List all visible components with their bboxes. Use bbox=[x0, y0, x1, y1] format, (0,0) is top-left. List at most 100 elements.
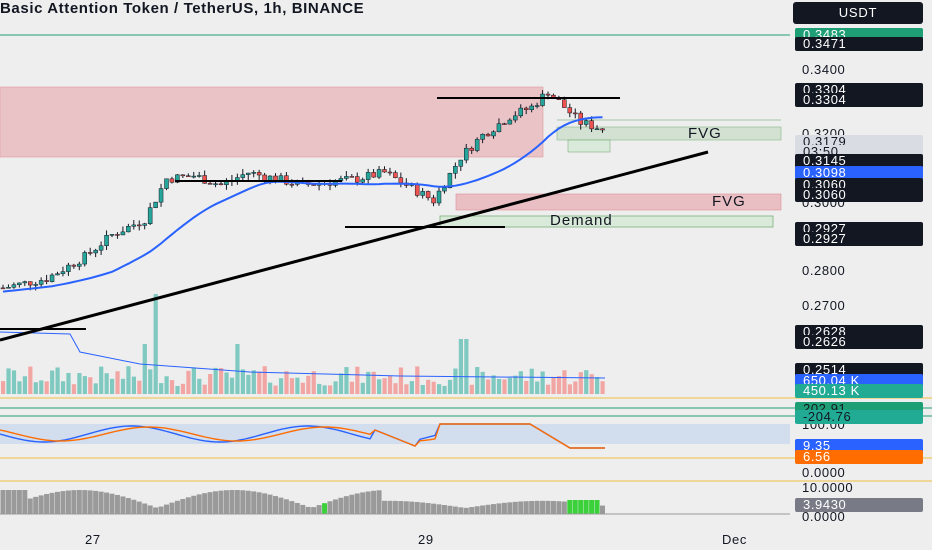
volume-bar bbox=[529, 368, 534, 394]
volume-bar bbox=[180, 383, 186, 394]
volume-bar bbox=[415, 366, 420, 394]
candle-body bbox=[142, 223, 147, 226]
price-tick: 0.2800 bbox=[802, 263, 846, 278]
volume-bar bbox=[295, 377, 300, 394]
volume-bar bbox=[273, 385, 278, 394]
candle-body bbox=[0, 287, 6, 290]
volume-bar bbox=[524, 380, 529, 394]
candle-body bbox=[545, 93, 551, 96]
price-tag: 3.9430 bbox=[795, 498, 923, 512]
candle-body bbox=[469, 147, 474, 151]
histogram-bar bbox=[365, 491, 371, 514]
chart-title: Basic Attention Token / TetherUS, 1h, BI… bbox=[0, 0, 365, 17]
price-tag: 0.3145 bbox=[795, 154, 923, 168]
volume-bar bbox=[148, 369, 153, 394]
histogram-bar bbox=[87, 490, 93, 514]
histogram-bar bbox=[480, 505, 486, 514]
candle-body bbox=[534, 105, 540, 107]
histogram-bar bbox=[583, 500, 589, 514]
candle-body bbox=[567, 107, 573, 114]
histogram-bar bbox=[300, 504, 306, 514]
time-tick: 29 bbox=[418, 532, 434, 547]
candle-body bbox=[158, 188, 164, 203]
volume-bar bbox=[562, 370, 567, 394]
histogram-bar bbox=[436, 504, 442, 514]
volume-bar bbox=[159, 383, 164, 394]
candle-body bbox=[207, 183, 213, 185]
volume-bar bbox=[55, 367, 60, 394]
candle-body bbox=[33, 284, 38, 286]
histogram-bar bbox=[327, 501, 333, 514]
histogram-bar bbox=[82, 490, 88, 514]
histogram-bar bbox=[316, 505, 322, 514]
candle-body bbox=[349, 176, 355, 178]
candle-body bbox=[589, 120, 594, 130]
volume-bar bbox=[246, 374, 251, 394]
candle-body bbox=[573, 112, 578, 115]
volume-bar bbox=[169, 380, 175, 394]
volume-bar bbox=[60, 381, 66, 394]
price-tag: 0.2626 bbox=[795, 335, 923, 349]
histogram-bar bbox=[262, 493, 268, 514]
volume-bar bbox=[366, 371, 371, 394]
candle-body bbox=[55, 273, 60, 276]
volume-bar bbox=[240, 369, 245, 394]
volume-bar bbox=[322, 385, 327, 394]
volume-bar bbox=[404, 384, 409, 394]
volume-bar bbox=[99, 366, 104, 394]
volume-bar bbox=[475, 367, 480, 394]
candle-body bbox=[218, 183, 224, 185]
candle-body bbox=[523, 107, 529, 110]
histogram-bar bbox=[545, 500, 551, 514]
candle-body bbox=[22, 281, 28, 284]
histogram-bar bbox=[147, 505, 153, 514]
volume-bar bbox=[393, 383, 398, 394]
volume-bar bbox=[349, 381, 354, 394]
histogram-bar bbox=[392, 500, 398, 514]
volume-bar bbox=[458, 339, 463, 394]
histogram-bar bbox=[469, 507, 475, 514]
candle-body bbox=[262, 174, 267, 181]
candle-body bbox=[289, 183, 295, 186]
candle-body bbox=[518, 107, 523, 117]
volume-bar bbox=[518, 371, 523, 394]
histogram-bar bbox=[256, 492, 262, 514]
histogram-bar bbox=[398, 501, 404, 514]
histogram-bar bbox=[109, 493, 115, 514]
histogram-bar bbox=[60, 491, 66, 514]
volume-bar bbox=[556, 376, 562, 394]
histogram-bar bbox=[180, 498, 186, 514]
volume-bar bbox=[284, 371, 289, 394]
histogram-bar bbox=[594, 500, 600, 514]
histogram-bar bbox=[556, 501, 562, 514]
volume-bar bbox=[584, 370, 589, 394]
histogram-bar bbox=[5, 490, 11, 514]
histogram-bar bbox=[153, 507, 159, 514]
volume-bar bbox=[137, 380, 142, 394]
histogram-bar bbox=[578, 500, 584, 514]
candle-body bbox=[474, 139, 480, 151]
volume-bar bbox=[17, 381, 22, 394]
candle-body bbox=[6, 286, 11, 289]
volume-bar bbox=[480, 371, 485, 394]
candle-body bbox=[153, 201, 158, 208]
volume-bar bbox=[50, 370, 55, 394]
histogram-bar bbox=[463, 507, 469, 514]
zones bbox=[0, 86, 782, 228]
volume-bar bbox=[268, 382, 273, 394]
histogram-bar bbox=[16, 490, 22, 514]
volume-bar bbox=[39, 380, 44, 394]
histogram-bar bbox=[245, 490, 251, 514]
demand-zone bbox=[439, 215, 774, 228]
volume-bar bbox=[546, 384, 551, 394]
candle-body bbox=[98, 245, 104, 251]
candle-body bbox=[447, 173, 453, 189]
histogram-bar bbox=[485, 504, 491, 514]
currency-button[interactable]: USDT bbox=[793, 2, 923, 24]
candle-body bbox=[436, 190, 442, 204]
candle-body bbox=[562, 99, 567, 108]
histogram-bar bbox=[431, 503, 437, 514]
histogram-bar bbox=[376, 490, 382, 514]
volume-bar bbox=[66, 372, 71, 394]
